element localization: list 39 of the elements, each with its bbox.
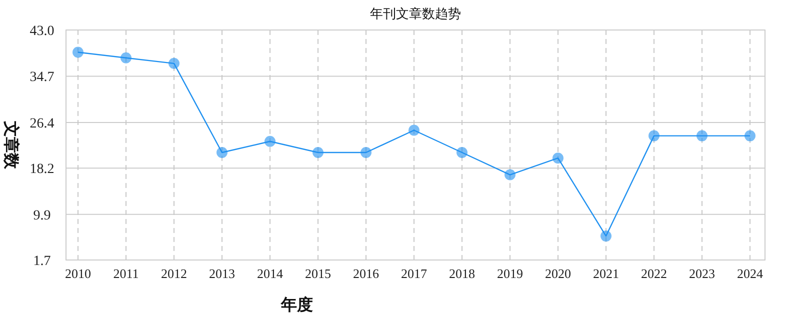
x-tick-label: 2012 [161, 266, 187, 281]
x-tick-label: 2017 [401, 266, 428, 281]
y-tick-label: 9.9 [33, 208, 51, 224]
y-tick-label: 1.7 [33, 254, 51, 269]
x-tick-label: 2013 [209, 266, 235, 281]
point [600, 230, 612, 242]
x-tick-label: 2015 [305, 266, 331, 281]
x-tick-label: 2010 [65, 266, 91, 281]
x-tick-label: 2019 [497, 266, 523, 281]
x-tick-label: 2014 [257, 266, 284, 281]
point [696, 130, 708, 142]
point [312, 147, 324, 158]
y-tick-label: 18.2 [30, 162, 54, 178]
point [120, 52, 132, 64]
x-tick-label: 2024 [737, 266, 764, 281]
chart-title: 年刊文章数趋势 [370, 6, 461, 21]
point [264, 136, 276, 147]
x-axis-title: 年度 [280, 295, 313, 314]
x-tick-label: 2016 [353, 266, 380, 281]
point [504, 169, 516, 180]
point [408, 124, 420, 136]
x-tick-label: 2011 [113, 266, 139, 281]
x-tick-label: 2022 [641, 266, 667, 281]
point [216, 147, 228, 158]
point [648, 130, 660, 142]
point [72, 46, 84, 58]
x-tick-label: 2020 [545, 266, 571, 281]
y-tick-label: 43.0 [30, 24, 54, 39]
point [168, 58, 180, 69]
y-tick-label: 26.4 [30, 116, 54, 132]
point [456, 147, 468, 158]
x-tick-label: 2023 [689, 266, 715, 281]
x-tick-label: 2018 [449, 266, 475, 281]
y-tick-label: 34.7 [30, 70, 54, 86]
y-axis-title: 文章数 [2, 120, 20, 170]
point [360, 147, 372, 158]
x-tick-label: 2021 [593, 266, 619, 281]
point [744, 130, 756, 142]
point [552, 152, 564, 164]
